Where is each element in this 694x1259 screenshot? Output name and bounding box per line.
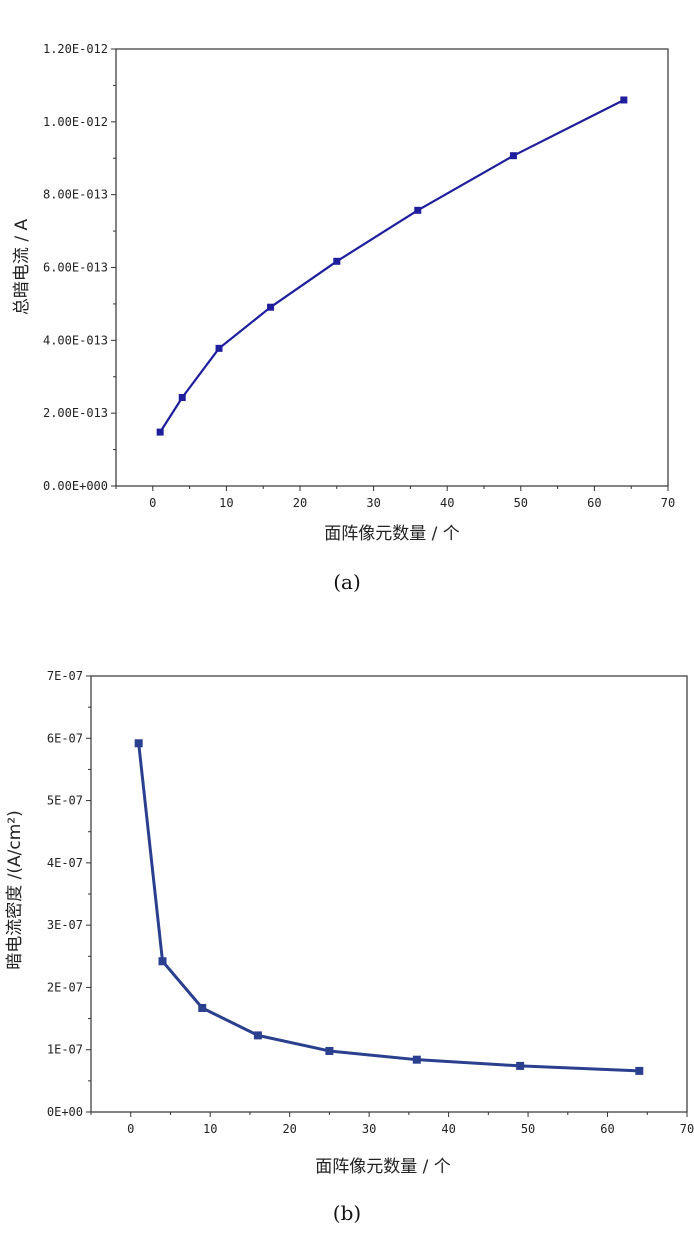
data-point xyxy=(198,1003,207,1012)
y-tick-group-b: 0E+00 1E-07 2E-07 3E-07 4E-07 5E-07 6E-07 7E-07 xyxy=(47,669,91,1119)
x-tick-label: 30 xyxy=(362,1122,376,1136)
caption-a: (a) xyxy=(333,570,361,594)
caption-b: (b) xyxy=(333,1201,361,1225)
x-tick-label: 0 xyxy=(149,496,156,510)
series-group-b xyxy=(134,739,644,1075)
x-tick-label: 50 xyxy=(514,496,528,510)
x-tick-label: 70 xyxy=(661,496,675,510)
x-tick-label: 20 xyxy=(293,496,307,510)
data-point xyxy=(412,1055,421,1064)
x-tick-label: 40 xyxy=(441,1122,455,1136)
series-group-a xyxy=(156,96,628,436)
y-tick-label: 2E-07 xyxy=(47,980,83,994)
x-axis-label-b: 面阵像元数量 / 个 xyxy=(315,1157,451,1177)
y-tick-label: 5E-07 xyxy=(47,794,83,808)
y-axis-label-a: 总暗电流 / A xyxy=(12,219,32,316)
data-point xyxy=(134,739,143,748)
x-tick-group-a: 0 10 20 30 40 50 60 70 xyxy=(115,486,675,510)
x-tick-label: 40 xyxy=(440,496,454,510)
y-tick-label: 8.00E-013 xyxy=(43,188,108,202)
y-tick-label: 4E-07 xyxy=(47,856,83,870)
data-point xyxy=(215,344,223,352)
data-point xyxy=(158,957,167,966)
data-point xyxy=(156,428,164,436)
y-tick-label: 3E-07 xyxy=(47,918,83,932)
plot-frame-b xyxy=(90,675,688,1113)
x-tick-label: 70 xyxy=(680,1122,694,1136)
x-tick-label: 60 xyxy=(587,496,601,510)
data-point xyxy=(333,257,341,265)
data-point xyxy=(516,1061,525,1070)
x-tick-label: 10 xyxy=(219,496,233,510)
y-tick-group-a: 0.00E+000 2.00E-013 4.00E-013 6.00E-013 8.00… xyxy=(43,42,116,493)
chart-panel-a: 0.00E+000 2.00E-013 4.00E-013 6.00E-013 8.00… xyxy=(12,42,675,594)
data-point xyxy=(267,303,275,311)
plot-frame-a xyxy=(115,48,669,487)
chart-panel-b: 0E+00 1E-07 2E-07 3E-07 4E-07 5E-07 6E-07 7E-07… xyxy=(5,669,694,1225)
series-line xyxy=(137,743,640,1073)
y-tick-label: 1E-07 xyxy=(47,1043,83,1057)
data-point xyxy=(178,394,186,402)
y-tick-label: 2.00E-013 xyxy=(43,406,108,420)
x-tick-label: 30 xyxy=(366,496,380,510)
y-tick-label: 0.00E+000 xyxy=(43,479,108,493)
data-point xyxy=(635,1066,644,1075)
y-axis-label-b: 暗电流密度 /(A/cm²) xyxy=(5,810,25,969)
data-point xyxy=(325,1046,334,1055)
x-tick-label: 50 xyxy=(521,1122,535,1136)
data-point xyxy=(509,152,517,160)
data-point xyxy=(253,1031,262,1040)
x-tick-label: 10 xyxy=(203,1122,217,1136)
y-tick-label: 7E-07 xyxy=(47,669,83,683)
x-tick-label: 0 xyxy=(127,1122,134,1136)
x-tick-group-b: 0 10 20 30 40 50 60 70 xyxy=(90,1112,694,1136)
x-axis-label-a: 面阵像元数量 / 个 xyxy=(324,524,460,544)
x-tick-label: 60 xyxy=(600,1122,614,1136)
y-tick-label: 6E-07 xyxy=(47,731,83,745)
series-line xyxy=(159,99,625,433)
y-tick-label: 6.00E-013 xyxy=(43,261,108,275)
y-tick-label: 4.00E-013 xyxy=(43,333,108,347)
y-tick-label: 1.20E-012 xyxy=(43,42,108,56)
x-tick-label: 20 xyxy=(282,1122,296,1136)
data-point xyxy=(414,206,422,214)
y-tick-label: 0E+00 xyxy=(47,1105,83,1119)
data-point xyxy=(620,96,628,104)
y-tick-label: 1.00E-012 xyxy=(43,115,108,129)
